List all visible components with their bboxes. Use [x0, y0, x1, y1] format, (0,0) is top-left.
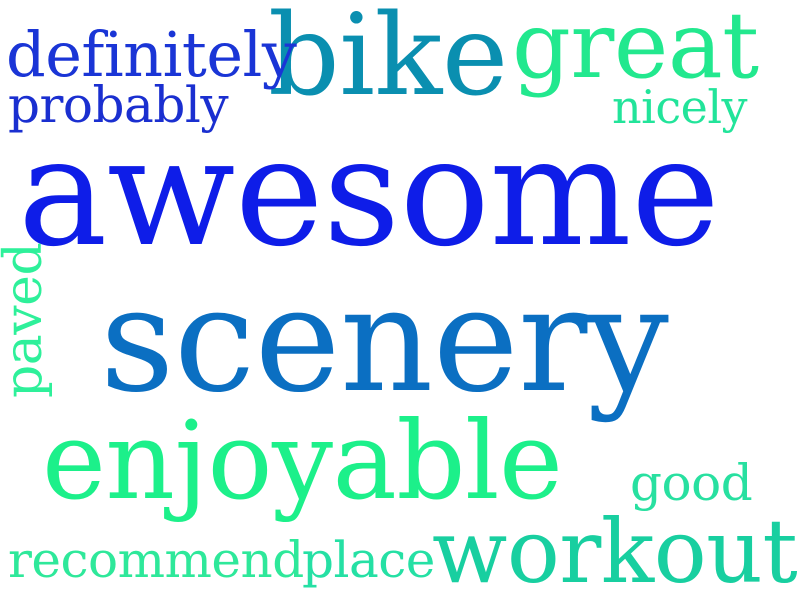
- word-recommend: recommend: [8, 531, 304, 589]
- word-paved: paved: [0, 242, 54, 398]
- word-workout: workout: [432, 500, 798, 600]
- word-nicely: nicely: [612, 80, 748, 134]
- word-awesome: awesome: [18, 106, 720, 280]
- word-definitely: definitely: [6, 18, 297, 91]
- word-bike: bike: [268, 0, 508, 121]
- word-probably: probably: [8, 76, 229, 134]
- word-good: good: [630, 454, 753, 512]
- word-scenery: scenery: [100, 256, 669, 425]
- word-enjoyable: enjoyable: [42, 399, 563, 524]
- word-place: place: [302, 531, 435, 589]
- word-great: great: [512, 0, 759, 99]
